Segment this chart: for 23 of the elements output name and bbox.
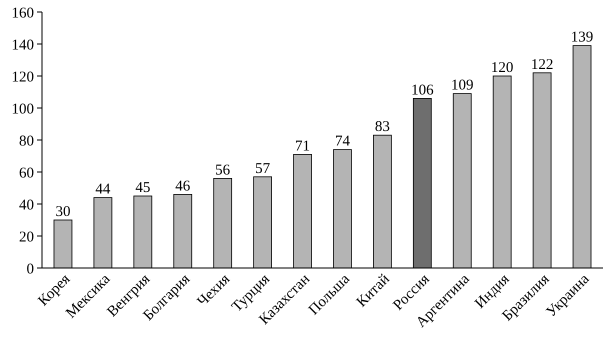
data-label: 44: [95, 182, 111, 198]
y-tick-label: 60: [19, 165, 34, 182]
data-label: 139: [570, 30, 594, 46]
y-tick-label: 120: [12, 69, 34, 86]
data-label: 109: [451, 78, 474, 94]
data-label: 56: [215, 162, 231, 178]
data-label: 83: [374, 119, 390, 136]
data-label: 46: [175, 178, 191, 194]
y-tick-label: 20: [19, 229, 34, 246]
y-tick-label: 160: [12, 5, 34, 22]
data-label: 30: [55, 204, 70, 220]
y-tick-label: 100: [12, 101, 34, 118]
data-label: 45: [135, 180, 150, 196]
data-label: 120: [490, 60, 514, 76]
y-tick-label: 40: [19, 197, 34, 214]
data-label: 71: [295, 138, 310, 154]
y-tick-label: 80: [19, 133, 34, 150]
data-label: 57: [255, 160, 271, 177]
data-label: 106: [411, 82, 434, 98]
y-tick-label: 140: [12, 37, 34, 54]
data-label: 74: [334, 134, 350, 150]
data-label: 122: [530, 56, 554, 73]
y-tick-label: 0: [26, 261, 34, 278]
